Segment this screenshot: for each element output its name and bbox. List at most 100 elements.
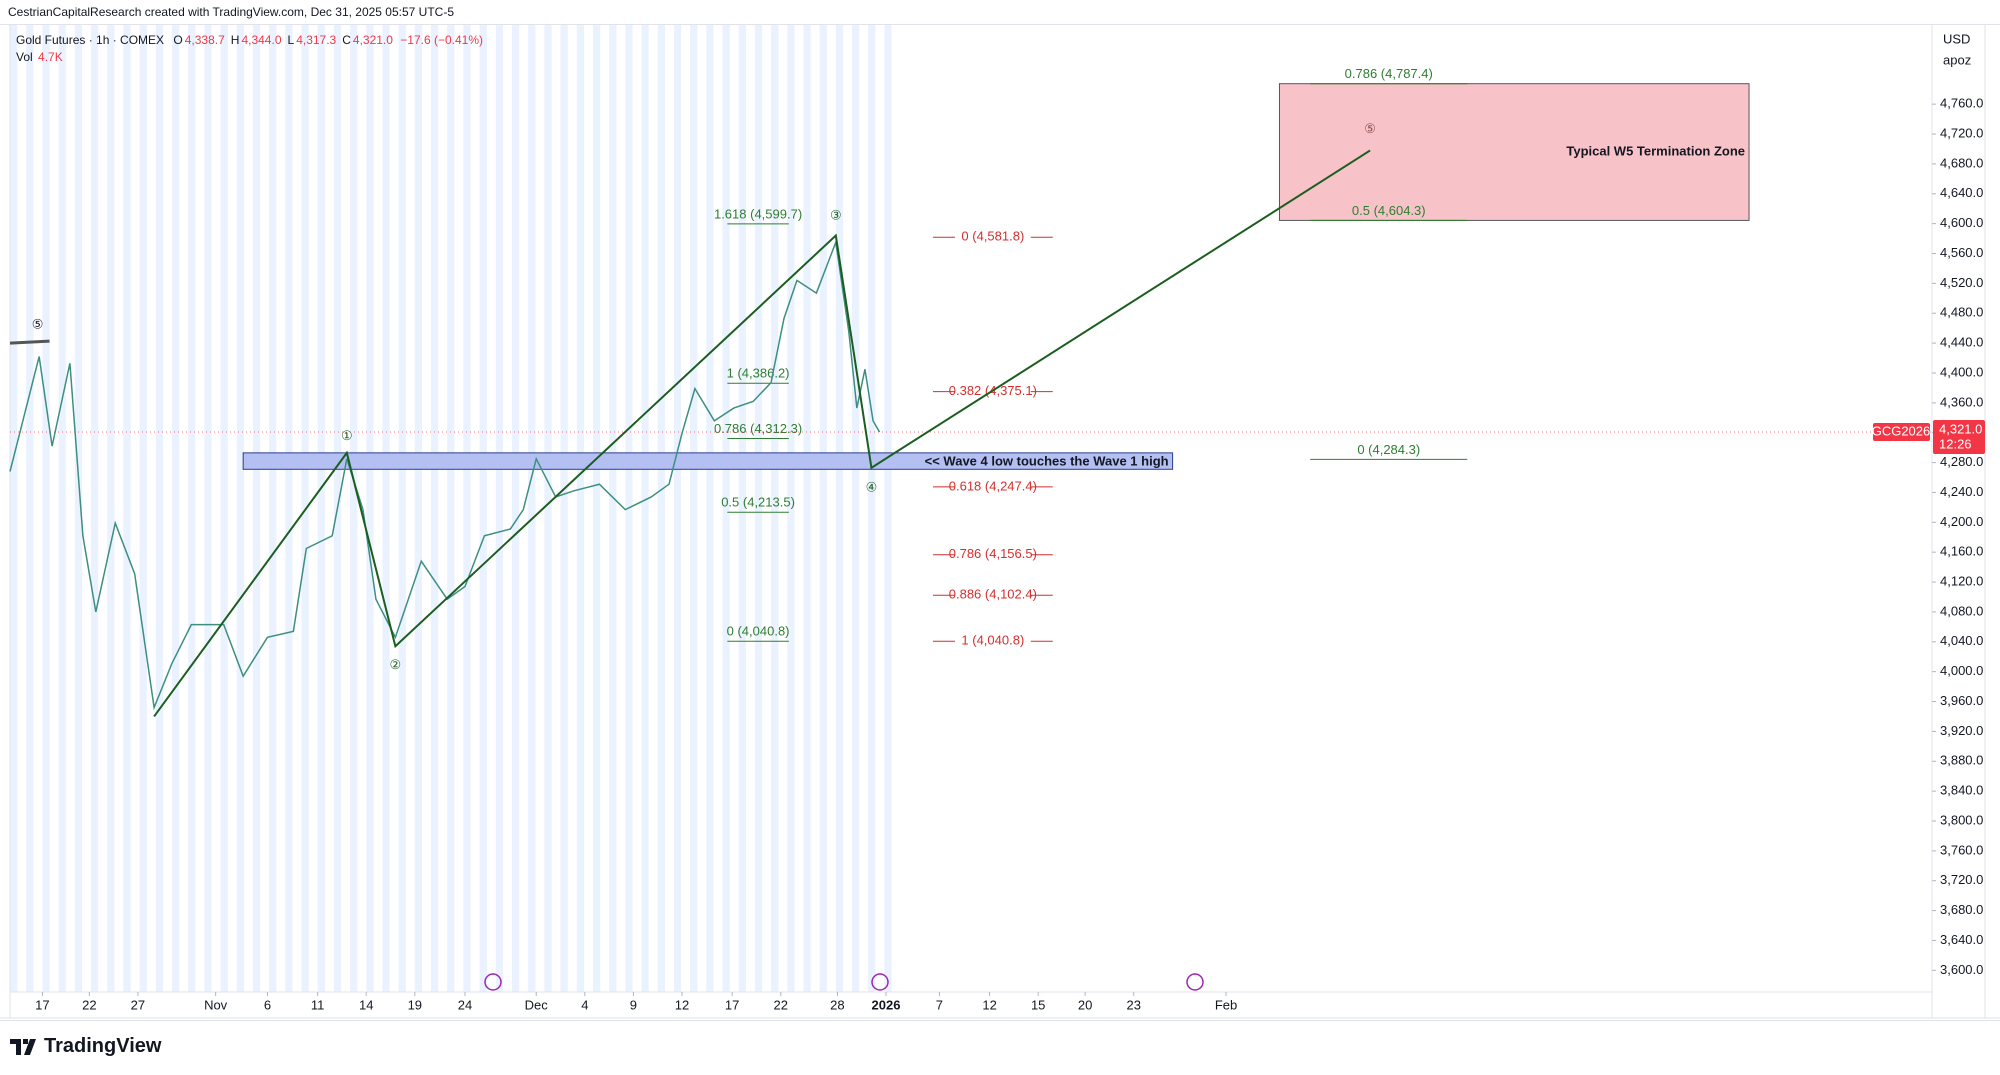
session-stripe [188, 25, 196, 992]
wave-path [153, 149, 1371, 718]
session-stripe [592, 25, 601, 992]
session-stripe [495, 25, 504, 992]
session-stripe [884, 25, 892, 992]
footer: TradingView [0, 1020, 2000, 1075]
y-tick-label: 4,520.0 [1940, 275, 1983, 290]
y-tick-label: 4,360.0 [1940, 394, 1983, 409]
volume-name: Vol [16, 50, 33, 64]
wave-label: ② [390, 657, 402, 672]
y-tick-label: 4,680.0 [1940, 155, 1983, 170]
session-stripe [58, 25, 66, 992]
fib-label: 0.786 (4,787.4) [1345, 66, 1433, 81]
session-stripe [26, 25, 34, 992]
session-stripe [803, 25, 811, 992]
fib-label: 0 (4,581.8) [961, 229, 1024, 244]
x-tick-label: 9 [630, 997, 637, 1012]
wave-label: ① [341, 428, 353, 443]
y-tick-label: 4,120.0 [1940, 573, 1983, 588]
ohlc-name: C [342, 33, 351, 47]
session-stripe [819, 25, 827, 992]
x-tick-label: 19 [408, 997, 422, 1012]
y-tick-label: 4,400.0 [1940, 364, 1983, 379]
fib-label: 1 (4,386.2) [727, 366, 790, 381]
session-stripe [204, 25, 212, 992]
session-stripe [220, 25, 228, 992]
ohlc-value: 4,321.0 [352, 33, 393, 47]
legend-row: Vol 4.7K [16, 49, 485, 66]
session-stripe [155, 25, 164, 992]
session-stripe [42, 25, 50, 992]
session-stripe [771, 25, 779, 992]
price-tag [1933, 419, 1985, 454]
session-stripe [706, 25, 714, 992]
fib-label: 0.5 (4,213.5) [721, 495, 795, 510]
wave-stub [9, 339, 50, 345]
session-stripe [90, 25, 99, 992]
session-stripe [139, 25, 147, 992]
session-stripe [74, 25, 83, 992]
countdown: 12:26 [1939, 436, 1972, 451]
y-tick-label: 4,200.0 [1940, 514, 1983, 529]
session-stripe [835, 25, 844, 992]
session-stripe [576, 25, 585, 992]
logo[interactable]: TradingView [44, 1035, 162, 1057]
y-tick-label: 3,840.0 [1940, 783, 1983, 798]
y-tick-label: 3,680.0 [1940, 902, 1983, 917]
y-tick-label: 4,080.0 [1940, 603, 1983, 618]
symbol-title: Gold Futures · 1h · COMEX [16, 33, 165, 47]
legend-row: Gold Futures · 1h · COMEX O 4,338.7 H 4,344… [16, 32, 485, 49]
y-tick-label: 3,640.0 [1940, 932, 1983, 947]
scale-label: apoz [1943, 52, 1971, 67]
attribution: CestrianCapitalResearch created with Tra… [8, 5, 455, 19]
legend: Gold Futures · 1h · COMEX O 4,338.7 H 4,344… [16, 32, 485, 66]
session-stripe [350, 25, 358, 992]
ohlc-value: 4,344.0 [241, 33, 282, 47]
y-tick-label: 4,600.0 [1940, 215, 1983, 230]
session-stripe [787, 25, 795, 992]
price-line [9, 239, 881, 711]
session-stripe [171, 25, 180, 992]
x-tick-label: 28 [830, 997, 844, 1012]
session-stripe [430, 25, 439, 992]
y-tick-label: 3,920.0 [1940, 723, 1983, 738]
x-tick-label: Dec [525, 997, 549, 1012]
ohlc-value: 4,317.3 [296, 33, 337, 47]
x-tick-label: 23 [1126, 997, 1140, 1012]
x-tick-label: 17 [725, 997, 739, 1012]
fib-label: 0.886 (4,102.4) [949, 587, 1037, 602]
session-stripe [690, 25, 698, 992]
ohlc-value: 4,338.7 [184, 33, 225, 47]
y-tick-label: 4,160.0 [1940, 544, 1983, 559]
currency: USD [1943, 31, 1970, 46]
x-tick-label: 22 [82, 997, 96, 1012]
fib-label: 0.786 (4,156.5) [949, 546, 1037, 561]
logo-icon [10, 1039, 36, 1055]
y-tick-label: 4,280.0 [1940, 454, 1983, 469]
x-tick-label: 6 [264, 997, 271, 1012]
session-stripe [285, 25, 293, 992]
session-stripe [366, 25, 374, 992]
session-stripe [754, 25, 763, 992]
session-stripe [544, 25, 552, 992]
price-tag-label: 4,321.0 [1939, 421, 1982, 436]
session-stripe [868, 25, 876, 992]
x-tick-label: 20 [1078, 997, 1092, 1012]
y-tick-label: 3,800.0 [1940, 812, 1983, 827]
symbol-tag [1873, 422, 1930, 441]
y-tick-label: 4,760.0 [1940, 96, 1983, 111]
x-tick-label: 14 [359, 997, 373, 1012]
ohlc-name: O [173, 33, 183, 47]
x-tick-label: 15 [1031, 997, 1045, 1012]
session-stripe [317, 25, 325, 992]
session-stripe [10, 25, 18, 992]
y-tick-label: 4,640.0 [1940, 185, 1983, 200]
y-tick-label: 4,240.0 [1940, 484, 1983, 499]
y-tick-label: 4,000.0 [1940, 663, 1983, 678]
x-tick-label: 2026 [872, 997, 901, 1012]
y-tick-label: 3,720.0 [1940, 872, 1983, 887]
session-stripe [673, 25, 682, 992]
wave-label: ③ [830, 208, 842, 223]
session-stripe [236, 25, 244, 992]
y-tick-label: 3,760.0 [1940, 842, 1983, 857]
